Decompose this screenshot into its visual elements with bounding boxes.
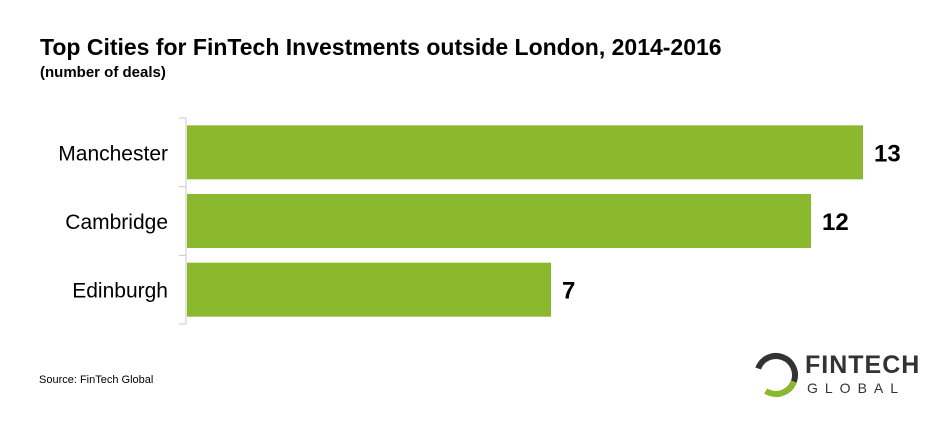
category-label: Edinburgh	[72, 280, 168, 303]
category-label: Cambridge	[65, 211, 168, 234]
logo-wordmark-global: GLOBAL	[807, 380, 906, 396]
bar-edinburgh	[187, 262, 551, 317]
fintech-global-logo: FINTECH GLOBAL	[752, 349, 922, 401]
bar-cambridge	[187, 194, 811, 248]
logo-wordmark-fintech: FINTECH	[805, 351, 921, 379]
data-label: 12	[822, 209, 849, 236]
bar-manchester	[187, 125, 863, 180]
logo-ring-icon	[754, 353, 798, 397]
data-label: 7	[562, 278, 575, 305]
chart-subtitle: (number of deals)	[40, 64, 166, 81]
source-note: Source: FinTech Global	[39, 374, 154, 386]
chart-title: Top Cities for FinTech Investments outsi…	[40, 34, 722, 60]
data-label: 13	[874, 140, 901, 167]
category-label: Manchester	[58, 142, 168, 165]
